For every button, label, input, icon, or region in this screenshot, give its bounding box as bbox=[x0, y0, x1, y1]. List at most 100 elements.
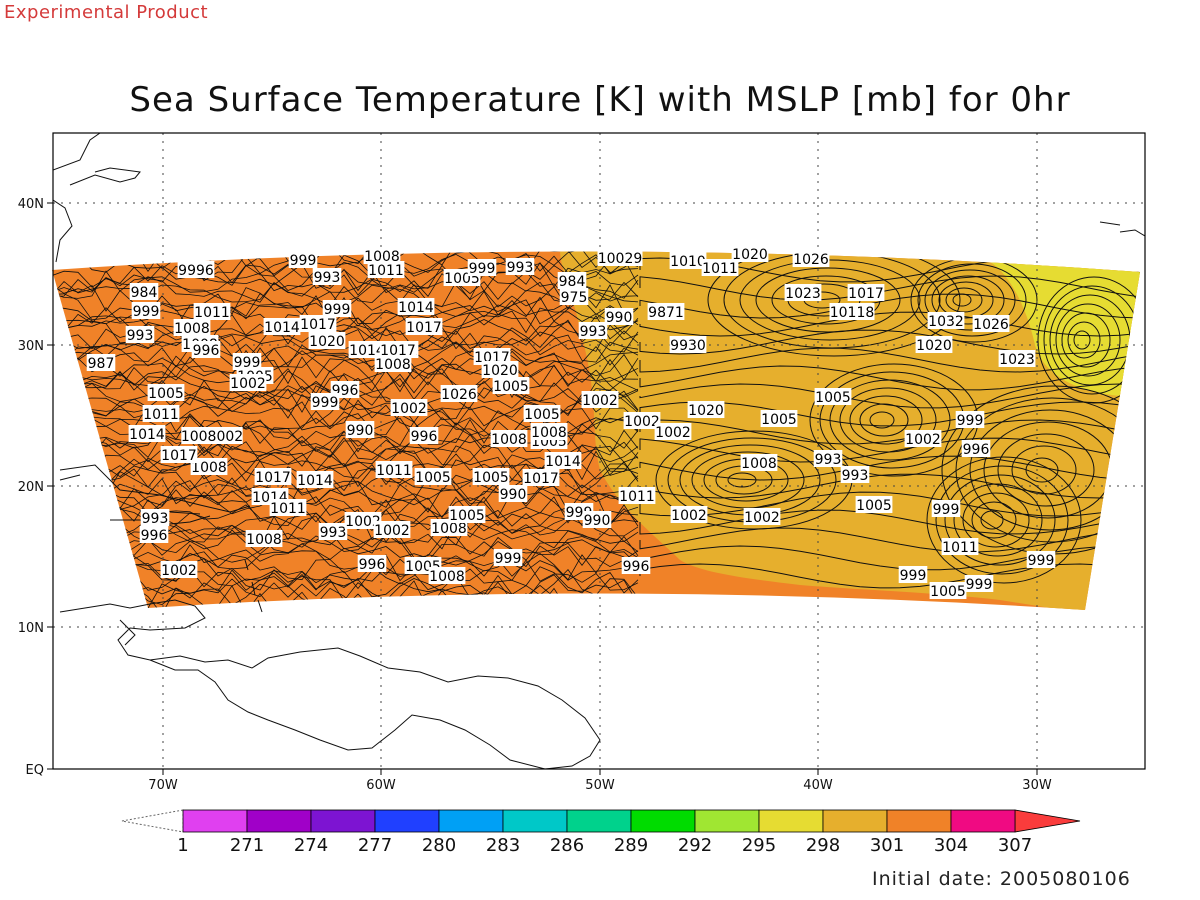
svg-text:1002: 1002 bbox=[345, 514, 381, 530]
svg-text:1008: 1008 bbox=[491, 432, 527, 448]
pressure-label: 1011 bbox=[941, 538, 979, 556]
colorbar-label: 307 bbox=[998, 835, 1032, 856]
isobar bbox=[52, 369, 639, 400]
isobar bbox=[52, 444, 639, 473]
isobar bbox=[52, 342, 639, 368]
svg-text:984: 984 bbox=[559, 274, 586, 290]
svg-text:1026: 1026 bbox=[793, 252, 829, 268]
pressure-label: 9930 bbox=[669, 336, 707, 354]
pressure-label: 1008 bbox=[173, 319, 211, 337]
svg-text:1017: 1017 bbox=[523, 471, 559, 487]
isobar bbox=[955, 397, 1140, 543]
isobar bbox=[52, 364, 639, 395]
isobar bbox=[52, 505, 639, 532]
colorbar-segment bbox=[694, 809, 760, 833]
colorbar-segment bbox=[630, 809, 696, 833]
isobar bbox=[938, 281, 994, 319]
pressure-label: 1023 bbox=[998, 350, 1036, 368]
svg-text:1005: 1005 bbox=[930, 584, 966, 600]
svg-text:996: 996 bbox=[193, 343, 220, 359]
pressure-label: 1026 bbox=[792, 250, 830, 268]
pressure-label: 9996 bbox=[177, 261, 215, 279]
svg-text:999: 999 bbox=[290, 253, 317, 269]
pressure-label: 1002 bbox=[160, 561, 198, 579]
pressure-label: 1005 bbox=[147, 384, 185, 402]
svg-text:1014: 1014 bbox=[264, 320, 300, 336]
chart-title: Sea Surface Temperature [K] with MSLP [m… bbox=[129, 80, 1071, 120]
svg-text:1008: 1008 bbox=[429, 569, 465, 585]
isobar bbox=[52, 535, 639, 563]
svg-text:1010: 1010 bbox=[670, 254, 706, 270]
colorbar-label: 274 bbox=[294, 835, 328, 856]
isobar bbox=[931, 275, 1005, 325]
svg-text:1002: 1002 bbox=[624, 414, 660, 430]
pressure-label: 1017 bbox=[847, 284, 885, 302]
pressure-label: 1008 bbox=[245, 530, 283, 548]
svg-text:999: 999 bbox=[966, 577, 993, 593]
colorbar-label: 292 bbox=[678, 835, 712, 856]
colorbar-label: 286 bbox=[550, 835, 584, 856]
west-africa-coast bbox=[1099, 221, 1145, 237]
svg-text:1011: 1011 bbox=[368, 263, 404, 279]
isobar bbox=[869, 411, 895, 429]
pressure-label: 1011 bbox=[618, 487, 656, 505]
pressure-label: 1002 bbox=[623, 412, 661, 430]
pressure-label: 993 bbox=[505, 258, 535, 276]
svg-text:993: 993 bbox=[580, 324, 607, 340]
pressure-label: 999 bbox=[310, 393, 340, 411]
pressure-label: 1005 bbox=[814, 388, 852, 406]
svg-text:1020: 1020 bbox=[732, 247, 768, 263]
isobar bbox=[52, 450, 639, 481]
svg-text:9871: 9871 bbox=[648, 305, 684, 321]
svg-text:1002: 1002 bbox=[391, 401, 427, 417]
svg-text:975: 975 bbox=[561, 290, 588, 306]
svg-text:999: 999 bbox=[312, 395, 339, 411]
lat-axis: EQ 10N 20N 30N 40N bbox=[18, 197, 44, 778]
pressure-label: 999 bbox=[288, 251, 318, 269]
pressure-label: 984 bbox=[557, 272, 587, 290]
svg-text:1020: 1020 bbox=[309, 334, 345, 350]
svg-text:1002: 1002 bbox=[671, 508, 707, 524]
isobar bbox=[52, 499, 639, 527]
pressure-label: 1020 bbox=[687, 401, 725, 419]
lon-axis: 70W 60W 50W 40W 30W bbox=[148, 778, 1052, 793]
svg-text:984: 984 bbox=[131, 285, 158, 301]
lat-tick-label: EQ bbox=[26, 763, 44, 778]
pressure-label: 1002 bbox=[344, 512, 382, 530]
isobar bbox=[639, 347, 1140, 373]
svg-text:1008: 1008 bbox=[741, 456, 777, 472]
lon-tick-label: 50W bbox=[585, 778, 615, 793]
pressure-label: 996 bbox=[139, 526, 169, 544]
pressure-label: 993 bbox=[140, 509, 170, 527]
isobar bbox=[935, 465, 1069, 575]
svg-text:1014: 1014 bbox=[129, 427, 165, 443]
north-america-coast bbox=[53, 133, 141, 263]
pressure-label: 996 bbox=[961, 440, 991, 458]
svg-text:1011: 1011 bbox=[942, 540, 978, 556]
pressure-label: 1008 bbox=[740, 454, 778, 472]
svg-text:1005: 1005 bbox=[493, 379, 529, 395]
colorbar-left-arrow bbox=[121, 809, 184, 833]
colorbar-label: 283 bbox=[486, 835, 520, 856]
svg-text:1011: 1011 bbox=[702, 261, 738, 277]
svg-text:999: 999 bbox=[495, 551, 522, 567]
svg-text:1008002: 1008002 bbox=[181, 429, 243, 445]
pressure-label: 993 bbox=[578, 322, 608, 340]
svg-text:999: 999 bbox=[469, 261, 496, 277]
pressure-label: 1008002 bbox=[181, 427, 243, 445]
pressure-label: 1011 bbox=[375, 461, 413, 479]
pressure-label: 1014 bbox=[128, 425, 166, 443]
isobar bbox=[755, 267, 901, 333]
svg-text:1017: 1017 bbox=[255, 470, 291, 486]
pressure-label: 1002 bbox=[581, 391, 619, 409]
svg-text:1026: 1026 bbox=[973, 317, 1009, 333]
isobar bbox=[639, 365, 1140, 391]
svg-text:1011: 1011 bbox=[376, 463, 412, 479]
svg-text:1005: 1005 bbox=[761, 412, 797, 428]
pressure-label: 1002 bbox=[390, 399, 428, 417]
pressure-label: 996 bbox=[409, 427, 439, 445]
svg-text:9996: 9996 bbox=[178, 263, 214, 279]
pressure-label: 1020 bbox=[731, 245, 769, 263]
colorbar-label: 304 bbox=[934, 835, 968, 856]
